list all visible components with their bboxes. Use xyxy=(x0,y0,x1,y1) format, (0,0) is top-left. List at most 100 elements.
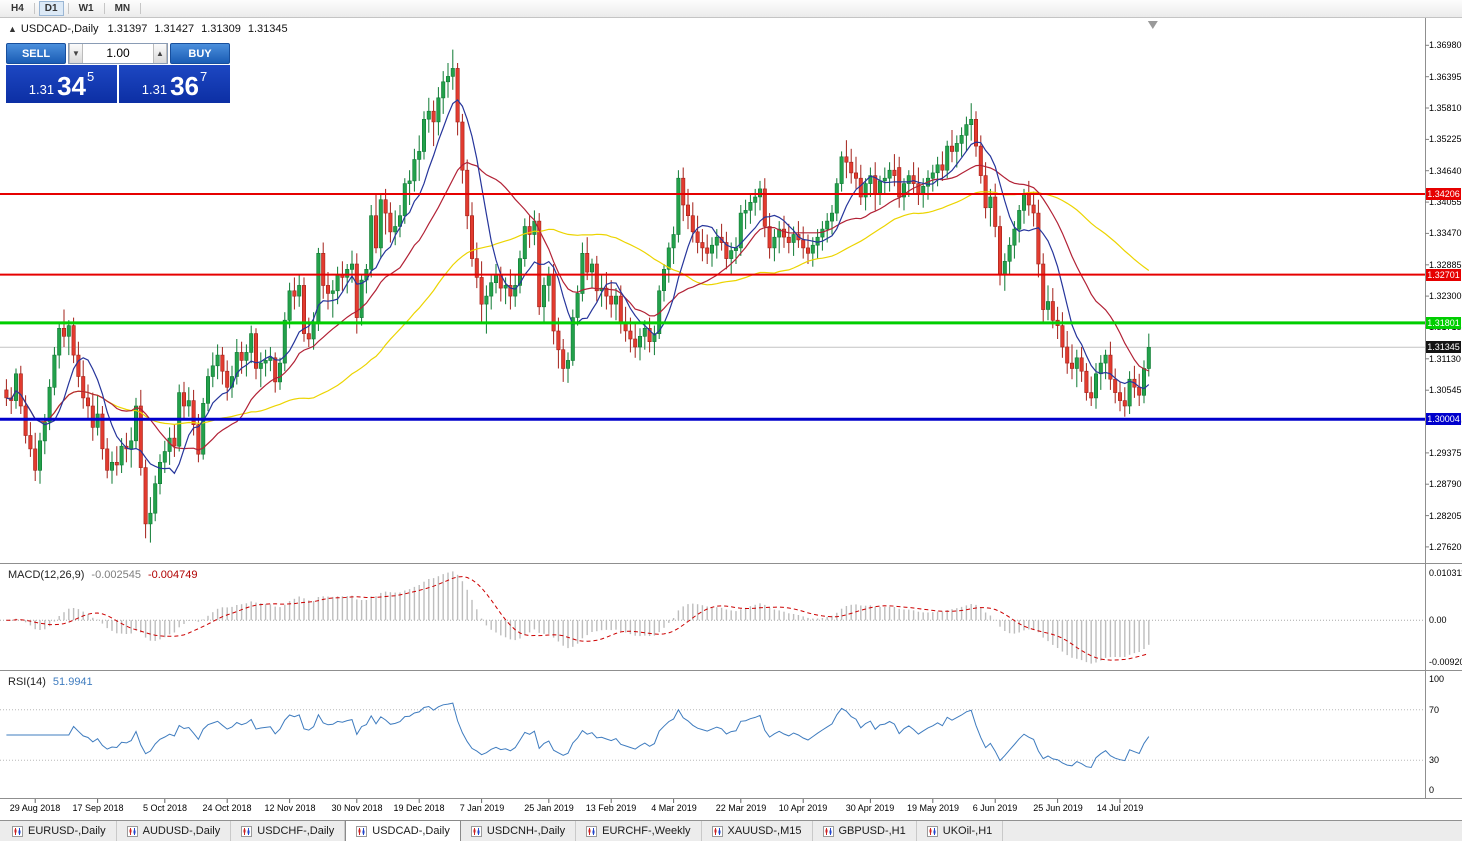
chart-tab-audusd[interactable]: AUDUSD-,Daily xyxy=(117,821,232,841)
date-label: 6 Jun 2019 xyxy=(972,803,1018,813)
macd-axis-label: -0.009203 xyxy=(1429,657,1462,667)
price-axis-label: 1.35225 xyxy=(1429,134,1462,144)
chart-tabs-bar: EURUSD-,Daily AUDUSD-,Daily USDCHF-,Daily U… xyxy=(0,820,1462,841)
sell-price-big: 34 xyxy=(57,71,86,101)
tab-label: USDCHF-,Daily xyxy=(257,825,335,837)
candlestick-chart-icon xyxy=(356,825,368,837)
one-click-collapse-icon[interactable]: ▲ xyxy=(8,24,17,34)
candlestick-chart-icon xyxy=(711,825,723,837)
price-axis-label: 1.27620 xyxy=(1429,542,1462,552)
rsi-value: 51.9941 xyxy=(52,676,93,688)
date-label: 25 Jan 2019 xyxy=(524,803,574,813)
volume-input[interactable]: 1.00 xyxy=(106,46,130,60)
ohlc-low: 1.31309 xyxy=(201,23,241,35)
toolbar-separator xyxy=(140,3,142,14)
date-label: 24 Oct 2018 xyxy=(202,803,252,813)
chart-tab-eurchf[interactable]: EURCHF-,Weekly xyxy=(576,821,702,841)
price-level-badge: 1.31801 xyxy=(1426,317,1461,329)
tab-label: EURUSD-,Daily xyxy=(28,825,106,837)
date-label: 30 Nov 2018 xyxy=(331,803,383,813)
date-label: 19 Dec 2018 xyxy=(393,803,445,813)
rsi-name: RSI(14) xyxy=(8,676,46,688)
toolbar-separator xyxy=(67,3,69,14)
price-axis-label: 1.33470 xyxy=(1429,228,1462,238)
buy-price-display[interactable]: 1.31 36 7 xyxy=(119,65,230,103)
price-level-badge: 1.32701 xyxy=(1426,269,1461,281)
volume-control: ▼ 1.00 ▲ xyxy=(68,43,168,64)
macd-signal-value: -0.004749 xyxy=(147,569,198,581)
one-click-trading-panel: SELL ▼ 1.00 ▲ BUY 1.31 34 5 1.31 36 7 xyxy=(6,43,230,103)
price-axis-label: 1.34055 xyxy=(1429,197,1462,207)
tab-label: USDCAD-,Daily xyxy=(372,825,450,837)
chart-tab-usdcad[interactable]: USDCAD-,Daily xyxy=(345,820,461,841)
sell-price-pipette: 5 xyxy=(87,69,95,84)
chart-title: ▲ USDCAD-,Daily 1.31397 1.31427 1.31309 … xyxy=(8,23,295,35)
price-axis-label: 1.31130 xyxy=(1429,354,1461,364)
timeframe-button-d1[interactable]: D1 xyxy=(38,1,64,16)
sell-price-prefix: 1.31 xyxy=(28,82,55,97)
volume-increase-button[interactable]: ▲ xyxy=(153,44,167,63)
volume-decrease-button[interactable]: ▼ xyxy=(69,44,83,63)
ohlc-close: 1.31345 xyxy=(247,23,288,35)
sell-button[interactable]: SELL xyxy=(6,43,66,64)
candlestick-chart-icon xyxy=(926,825,938,837)
date-label: 10 Apr 2019 xyxy=(778,803,828,813)
price-axis-label: 1.28790 xyxy=(1429,479,1462,489)
timeframe-button-h4[interactable]: H4 xyxy=(11,3,24,14)
toolbar-separator xyxy=(33,3,35,14)
tab-label: USDCNH-,Daily xyxy=(486,825,566,837)
tab-label: GBPUSD-,H1 xyxy=(838,825,906,837)
date-label: 5 Oct 2018 xyxy=(142,803,188,813)
rsi-indicator-label: RSI(14) 51.9941 xyxy=(8,676,93,688)
candlestick-chart-icon xyxy=(126,825,138,837)
date-label: 12 Nov 2018 xyxy=(264,803,316,813)
buy-button[interactable]: BUY xyxy=(170,43,230,64)
sell-price-display[interactable]: 1.31 34 5 xyxy=(6,65,117,103)
date-label: 29 Aug 2018 xyxy=(9,803,61,813)
rsi-axis-label: 100 xyxy=(1429,674,1445,684)
price-axis-label: 1.28205 xyxy=(1429,511,1462,521)
current-price-badge: 1.31345 xyxy=(1426,341,1461,353)
tab-label: AUDUSD-,Daily xyxy=(142,825,221,837)
toolbar-separator xyxy=(103,3,105,14)
timeframe-button-w1[interactable]: W1 xyxy=(78,3,94,14)
buy-price-prefix: 1.31 xyxy=(141,82,168,97)
tab-label: XAUUSD-,M15 xyxy=(727,825,802,837)
price-axis-label: 1.30545 xyxy=(1429,385,1462,395)
chart-tab-ukoil[interactable]: UKOil-,H1 xyxy=(917,821,1004,841)
chart-tab-gbpusd[interactable]: GBPUSD-,H1 xyxy=(813,821,917,841)
chart-tab-eurusd[interactable]: EURUSD-,Daily xyxy=(2,821,117,841)
ohlc-open: 1.31397 xyxy=(107,23,148,35)
chart-tab-usdcnh[interactable]: USDCNH-,Daily xyxy=(461,821,577,841)
price-level-badge: 1.30004 xyxy=(1426,413,1461,425)
date-label: 25 Jun 2019 xyxy=(1033,803,1083,813)
macd-name: MACD(12,26,9) xyxy=(8,569,85,581)
date-label: 17 Sep 2018 xyxy=(72,803,124,813)
chart-tab-xauusd[interactable]: XAUUSD-,M15 xyxy=(702,821,813,841)
macd-axis-label: 0.00 xyxy=(1429,615,1447,625)
price-axis-label: 1.34640 xyxy=(1429,166,1462,176)
date-label: 30 Apr 2019 xyxy=(845,803,895,813)
chart-tab-usdchf[interactable]: USDCHF-,Daily xyxy=(231,821,346,841)
buy-price-big: 36 xyxy=(170,71,199,101)
date-label: 4 Mar 2019 xyxy=(651,803,697,813)
candlestick-chart-icon xyxy=(12,825,23,837)
macd-axis-label: 0.010311 xyxy=(1429,568,1462,578)
price-axis-label: 1.36395 xyxy=(1429,72,1462,82)
price-axis-label: 1.29375 xyxy=(1429,448,1462,458)
chart-symbol-period: USDCAD-,Daily xyxy=(20,23,99,35)
price-level-badge: 1.34206 xyxy=(1426,188,1461,200)
candlestick-chart-icon xyxy=(241,825,253,837)
date-label: 14 Jul 2019 xyxy=(1096,803,1144,813)
ohlc-high: 1.31427 xyxy=(154,23,195,35)
price-axis-label: 1.36980 xyxy=(1429,40,1462,50)
candlestick-chart-icon xyxy=(586,825,598,837)
candlestick-chart-icon xyxy=(822,825,834,837)
price-axis-label: 1.32300 xyxy=(1429,291,1462,301)
buy-price-pipette: 7 xyxy=(200,69,208,84)
date-label: 13 Feb 2019 xyxy=(585,803,637,813)
macd-main-value: -0.002545 xyxy=(91,569,141,581)
timeframe-button-mn[interactable]: MN xyxy=(114,3,131,14)
